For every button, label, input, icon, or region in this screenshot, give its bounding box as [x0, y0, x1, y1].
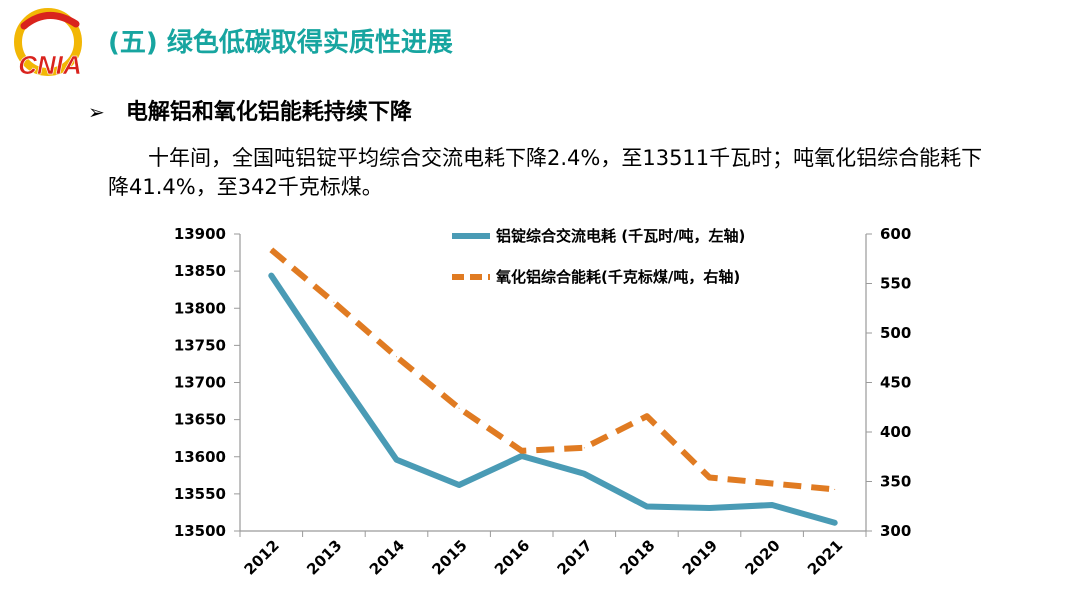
data-point-energy: [333, 301, 335, 303]
left-axis-tick-label: 13700: [174, 374, 226, 392]
data-point-energy: [583, 447, 585, 449]
left-axis-tick-label: 13650: [174, 411, 226, 429]
data-point-energy: [396, 356, 397, 358]
data-point-energy: [270, 249, 272, 251]
data-point-energy: [834, 488, 836, 490]
data-point-energy: [458, 407, 460, 409]
right-axis-tick-label: 300: [880, 522, 911, 540]
series-line-energy: [269, 247, 835, 493]
data-point-electricity: [583, 473, 585, 475]
x-axis-tick-label: 2017: [554, 536, 596, 578]
chart-legend: 铝锭综合交流电耗 (千瓦时/吨，左轴) 氧化铝综合能耗(千克标煤/吨，右轴): [452, 227, 745, 286]
legend-label: 铝锭综合交流电耗 (千瓦时/吨，左轴): [496, 227, 745, 245]
data-point-energy: [771, 482, 773, 484]
right-axis-tick-label: 600: [880, 225, 911, 243]
data-point-electricity: [396, 459, 397, 461]
data-point-electricity: [270, 275, 272, 277]
left-axis-tick-label: 13500: [174, 522, 226, 540]
x-axis-tick-label: 2019: [679, 536, 721, 578]
x-axis-tick-label: 2018: [616, 536, 658, 578]
logo-swoosh: [20, 12, 80, 30]
right-axis-tick-label: 350: [880, 473, 911, 491]
left-axis-tick-label: 13550: [174, 485, 226, 503]
data-point-energy: [709, 477, 710, 479]
bullet-row: ➢ 电解铝和氧化铝能耗持续下降: [88, 94, 412, 126]
data-point-electricity: [458, 484, 460, 486]
page-title: (五) 绿色低碳取得实质性进展: [108, 28, 453, 58]
left-axis-tick-label: 13600: [174, 448, 226, 466]
bullet-heading: 电解铝和氧化铝能耗持续下降: [125, 100, 412, 125]
legend-label: 氧化铝综合能耗(千克标煤/吨，右轴): [495, 268, 740, 286]
series-line-electricity: [268, 272, 838, 526]
logo-text: CNIA: [18, 50, 82, 80]
x-axis-tick-label: 2021: [804, 536, 846, 578]
data-point-electricity: [646, 505, 648, 507]
summary-paragraph: 十年间，全国吨铝锭平均综合交流电耗下降2.4%，至13511千瓦时；吨氧化铝综合…: [108, 146, 983, 199]
data-point-electricity: [771, 504, 773, 506]
left-axis-tick-label: 13750: [174, 336, 226, 354]
chart-series: [268, 247, 838, 526]
left-axis-tick-label: 13900: [174, 225, 226, 243]
x-axis-tick-label: 2014: [366, 536, 408, 578]
right-axis-tick-label: 450: [880, 374, 911, 392]
data-point-electricity: [521, 455, 523, 457]
data-point-electricity: [333, 368, 335, 370]
arrow-bullet-icon: ➢: [88, 100, 105, 124]
cnia-logo: CNIA: [14, 8, 82, 80]
x-axis-tick-label: 2013: [303, 536, 345, 578]
x-axis-tick-label: 2016: [491, 536, 533, 578]
left-axis-tick-label: 13800: [174, 299, 226, 317]
left-axis-tick-label: 13850: [174, 262, 226, 280]
data-point-energy: [521, 450, 523, 452]
right-axis-tick-label: 400: [880, 423, 911, 441]
right-axis-tick-label: 550: [880, 275, 911, 293]
x-axis-tick-label: 2020: [741, 536, 783, 578]
data-point-electricity: [834, 522, 836, 524]
data-point-electricity: [709, 507, 710, 509]
right-axis-tick-label: 500: [880, 324, 911, 342]
x-axis-tick-label: 2015: [428, 536, 470, 578]
data-point-energy: [646, 415, 648, 417]
x-axis-tick-label: 2012: [241, 536, 283, 578]
